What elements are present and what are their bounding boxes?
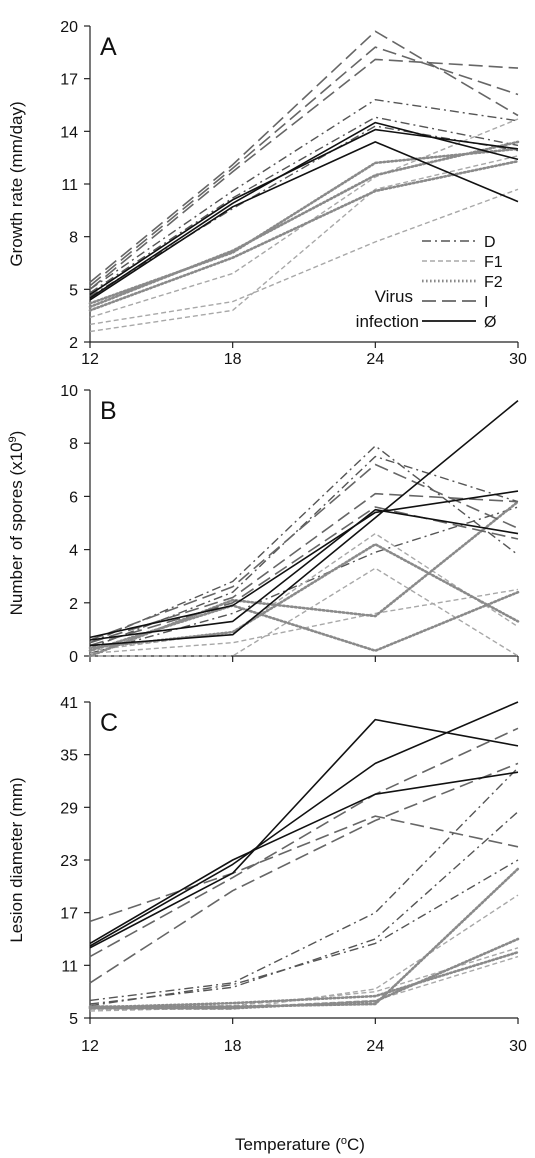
series-line-Ø xyxy=(89,508,519,641)
legend-label-Ø: Ø xyxy=(484,314,496,331)
series-line-D xyxy=(89,125,519,297)
series-line-I xyxy=(89,727,519,958)
series-line-Ø xyxy=(89,701,519,947)
y-tick-label: 8 xyxy=(69,436,78,453)
x-tick-label: 24 xyxy=(366,1038,384,1055)
y-axis-title-superscript: 9 xyxy=(7,436,19,442)
y-tick-label: 2 xyxy=(69,335,78,352)
series-line-F1 xyxy=(89,532,519,652)
legend-label-D: D xyxy=(484,234,496,251)
x-tick-label: 18 xyxy=(224,351,242,368)
legend-title-line1: Virus xyxy=(375,287,413,306)
legend-label-F1: F1 xyxy=(484,254,503,271)
series-line-I xyxy=(89,762,519,984)
chart-panel-A: 2 5 8 11 14 17 20 12 18 24 30 Growth rate (mm/day) A… xyxy=(7,19,527,368)
series-line-F2 xyxy=(88,500,520,658)
series-line-Ø xyxy=(89,490,519,639)
legend-label-F2: F2 xyxy=(484,274,503,291)
y-tick-label: 17 xyxy=(60,906,78,923)
series-line-D xyxy=(89,455,519,649)
y-axis-title: Growth rate (mm/day) xyxy=(7,101,26,266)
y-tick-label: 11 xyxy=(61,958,78,975)
series-line-F1 xyxy=(90,567,519,657)
series-line-Ø xyxy=(89,128,519,296)
chart-panel-C: 5 11 17 23 29 35 41 12 18 24 30 Lesion diameter (mm… xyxy=(7,695,527,1055)
x-tick-label: 30 xyxy=(509,351,527,368)
legend: D F1 F2 IØ Virus infection xyxy=(356,234,503,331)
y-tick-label: 4 xyxy=(69,543,78,560)
x-tick-label: 30 xyxy=(509,1038,527,1055)
y-axis-title: Lesion diameter (mm) xyxy=(7,777,26,942)
y-tick-label: 35 xyxy=(60,748,78,765)
series-line-F2 xyxy=(88,937,520,1010)
series-line-Ø xyxy=(89,399,519,647)
y-tick-label: 29 xyxy=(60,800,78,817)
series-line-I xyxy=(89,815,519,923)
series-line-F1 xyxy=(89,588,519,654)
series-line-I xyxy=(89,506,519,647)
series-line-I xyxy=(89,30,519,283)
y-tick-label: 20 xyxy=(60,19,78,36)
series-line-D xyxy=(89,767,519,1002)
x-tick-label: 12 xyxy=(81,1038,99,1055)
series-line-Ø xyxy=(89,771,519,945)
y-tick-label: 6 xyxy=(69,489,78,506)
series-line-D xyxy=(89,116,519,294)
series-line-Ø xyxy=(89,141,519,301)
series-line-I xyxy=(89,463,519,641)
x-tick-label: 12 xyxy=(81,351,99,368)
series-line-I xyxy=(89,46,519,287)
series-line-F2 xyxy=(88,147,520,305)
series-line-F1 xyxy=(89,188,519,326)
series-line-Ø xyxy=(89,121,519,299)
series-line-F1 xyxy=(90,894,519,1010)
y-tick-label: 0 xyxy=(69,649,78,666)
y-tick-label: 23 xyxy=(60,853,78,870)
y-axis-title-text: Lesion diameter (mm) xyxy=(7,777,26,942)
series-line-I xyxy=(89,492,519,644)
y-tick-label: 2 xyxy=(69,596,78,613)
legend-title-line2: infection xyxy=(356,312,419,331)
series-line-F2 xyxy=(88,950,520,1009)
x-tick-label: 24 xyxy=(366,351,384,368)
y-tick-label: 11 xyxy=(61,177,78,194)
series-line-F1 xyxy=(89,955,519,1012)
y-tick-label: 14 xyxy=(60,124,78,141)
y-tick-label: 41 xyxy=(60,695,78,712)
y-tick-label: 8 xyxy=(69,230,78,247)
y-axis-title-text: Growth rate (mm/day) xyxy=(7,101,26,266)
panel-label: B xyxy=(100,397,117,425)
x-axis-title: Temperature (oC) xyxy=(235,1135,365,1154)
x-tick-label: 18 xyxy=(224,1038,242,1055)
y-axis-title: Number of spores (x109) xyxy=(7,431,26,616)
y-axis-title-text: Number of spores (x10 xyxy=(7,442,26,615)
x-axis-title-superscript: o xyxy=(341,1135,347,1147)
y-tick-label: 10 xyxy=(60,383,78,400)
y-axis-title-tail: ) xyxy=(7,431,26,437)
series-line-F2 xyxy=(88,159,520,312)
series-line-I xyxy=(89,58,519,290)
series-line-D xyxy=(89,445,519,644)
y-tick-label: 5 xyxy=(69,282,78,299)
legend-swatch-bg xyxy=(420,274,478,288)
y-tick-label: 5 xyxy=(69,1011,78,1028)
legend-label-I: I xyxy=(484,294,488,311)
chart-panel-B: 0 2 4 6 8 10 Number of spores (x109) B xyxy=(7,383,520,666)
y-tick-label: 17 xyxy=(60,72,78,89)
panel-label: C xyxy=(100,709,118,737)
panel-label: A xyxy=(100,33,117,61)
series-line-D xyxy=(89,811,519,1005)
series-line-D xyxy=(89,859,519,1007)
